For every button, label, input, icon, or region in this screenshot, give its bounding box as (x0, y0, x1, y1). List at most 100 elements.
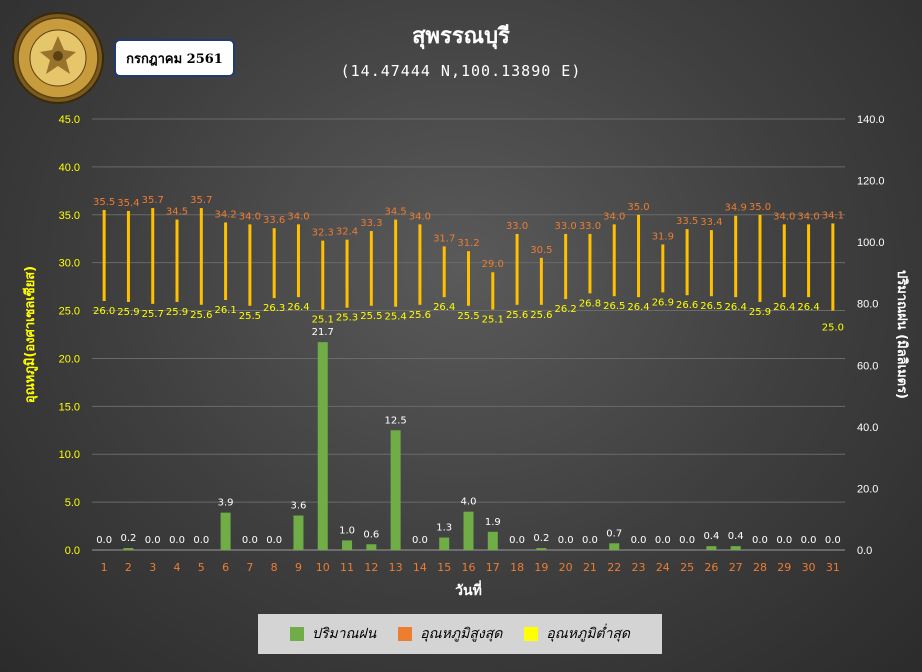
y-left-tick-label: 5.0 (65, 497, 80, 509)
rain-bar (439, 537, 450, 550)
min-temp-label: 25.6 (190, 310, 212, 321)
y-left-tick-label: 40.0 (59, 162, 80, 174)
temp-range-bar (442, 246, 446, 298)
min-temp-label: 26.4 (797, 302, 819, 313)
temp-range-bar (224, 222, 228, 301)
temp-range-bar (612, 224, 616, 297)
max-temp-label: 34.9 (725, 203, 747, 214)
min-temp-label: 26.8 (579, 298, 601, 309)
rain-data-label: 4.0 (461, 497, 477, 508)
max-temp-label: 35.0 (749, 202, 771, 213)
rain-bar (609, 543, 620, 550)
rain-bar (463, 511, 474, 550)
rain-data-label: 1.0 (339, 525, 355, 536)
x-tick-label: 16 (462, 561, 476, 574)
x-tick-label: 30 (802, 561, 816, 574)
min-temp-label: 25.7 (142, 309, 164, 320)
y-right-tick-label: 20.0 (857, 483, 878, 495)
x-tick-label: 7 (246, 561, 253, 574)
min-temp-label: 26.3 (263, 303, 285, 314)
temp-range-bar (199, 208, 203, 305)
legend-item-max-temp: อุณหภูมิสูงสุด (398, 623, 502, 645)
temp-range-bar (296, 224, 300, 298)
rain-data-label: 0.2 (120, 533, 136, 544)
max-temp-label: 33.4 (700, 217, 722, 228)
rain-data-label: 0.0 (825, 535, 841, 546)
temp-range-bar (248, 224, 252, 306)
max-temp-label: 35.4 (117, 198, 139, 209)
month-year-badge: กรกฎาคม 2561 (114, 39, 235, 77)
min-temp-swatch (524, 627, 539, 641)
min-temp-label: 26.6 (676, 300, 698, 311)
y-right-tick-label: 40.0 (857, 422, 878, 434)
rain-bar (123, 548, 134, 550)
legend-rain-label: ปริมาณฝน (311, 626, 377, 642)
x-tick-label: 27 (729, 561, 743, 574)
temp-range-bar (685, 229, 689, 296)
min-temp-label: 25.1 (482, 315, 504, 326)
max-temp-label: 29.0 (482, 259, 504, 270)
max-temp-swatch (398, 627, 413, 641)
y-left-axis-label: อุณหภูมิ(องศาเซลเซียส) (22, 266, 38, 403)
rain-data-label: 0.0 (96, 535, 112, 546)
rain-data-label: 0.0 (509, 535, 525, 546)
x-tick-label: 19 (534, 561, 548, 574)
min-temp-label: 25.6 (409, 310, 431, 321)
rain-data-label: 0.0 (412, 535, 428, 546)
x-tick-label: 31 (826, 561, 840, 574)
max-temp-label: 33.5 (676, 216, 698, 227)
rain-bar (293, 515, 304, 550)
temp-range-bar (272, 228, 276, 299)
max-temp-label: 34.5 (384, 207, 406, 218)
y-right-tick-label: 80.0 (857, 299, 878, 311)
x-tick-label: 14 (413, 561, 427, 574)
x-tick-label: 22 (607, 561, 621, 574)
x-axis-label: วันที่ (455, 580, 482, 599)
max-temp-label: 35.0 (627, 202, 649, 213)
x-tick-label: 15 (437, 561, 451, 574)
legend-max-label: อุณหภูมิสูงสุด (420, 626, 503, 642)
temp-range-bar (709, 230, 713, 297)
max-temp-label: 34.0 (239, 211, 261, 222)
y-right-tick-label: 120.0 (857, 176, 885, 188)
rain-data-label: 0.0 (679, 535, 695, 546)
chart-legend: ปริมาณฝน อุณหภูมิสูงสุด อุณหภูมิต่ำสุด (258, 614, 662, 654)
max-temp-label: 32.3 (312, 228, 334, 239)
rain-bar (706, 546, 717, 550)
min-temp-label: 25.5 (360, 311, 382, 322)
min-temp-label: 26.4 (773, 302, 795, 313)
max-temp-label: 34.2 (214, 209, 236, 220)
rain-swatch (289, 627, 304, 641)
min-temp-label: 26.0 (93, 306, 115, 317)
x-tick-label: 8 (271, 561, 278, 574)
x-tick-label: 12 (364, 561, 378, 574)
temp-range-bar (661, 244, 665, 293)
x-tick-label: 11 (340, 561, 354, 574)
min-temp-label: 25.9 (117, 307, 139, 318)
temp-range-bar (515, 233, 519, 305)
temp-range-bar (782, 224, 786, 298)
rain-data-label: 0.0 (145, 535, 161, 546)
max-temp-label: 33.0 (506, 221, 528, 232)
x-tick-label: 6 (222, 561, 229, 574)
max-temp-label: 34.0 (409, 211, 431, 222)
max-temp-label: 33.0 (579, 221, 601, 232)
temp-range-bar (734, 215, 738, 298)
x-tick-label: 3 (149, 561, 156, 574)
rain-bar (487, 531, 498, 550)
rain-data-label: 1.9 (485, 517, 501, 528)
min-temp-label: 25.9 (166, 307, 188, 318)
rain-data-label: 0.0 (655, 535, 671, 546)
x-tick-label: 26 (704, 561, 718, 574)
max-temp-label: 31.9 (652, 231, 674, 242)
temp-range-bar (491, 272, 495, 310)
temp-range-bar (321, 240, 325, 310)
y-right-tick-label: 60.0 (857, 360, 878, 372)
max-temp-label: 33.0 (555, 221, 577, 232)
max-temp-label: 33.6 (263, 215, 285, 226)
x-tick-label: 2 (125, 561, 132, 574)
min-temp-label: 26.2 (555, 304, 577, 315)
y-left-tick-label: 10.0 (59, 449, 80, 461)
rain-data-label: 0.2 (533, 533, 549, 544)
